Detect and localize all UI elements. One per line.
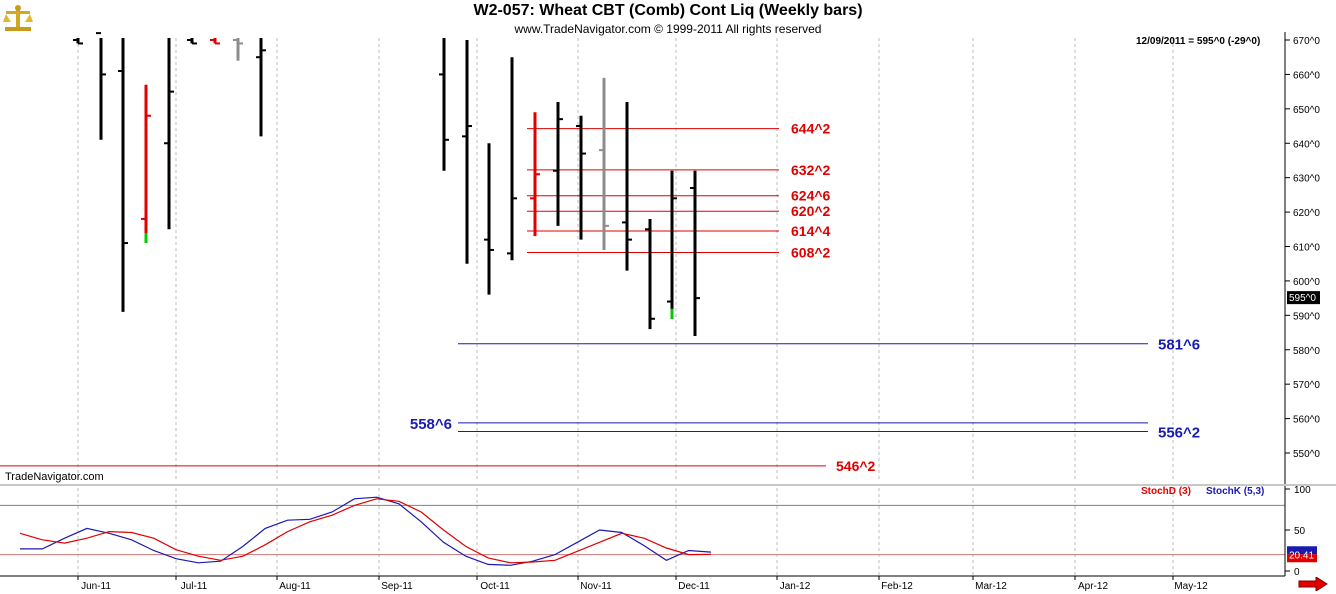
chart-title: W2-057: Wheat CBT (Comb) Cont Liq (Weekl… [473, 2, 863, 19]
stoch-d-line [19, 498, 712, 564]
ohlc-bar [645, 218, 655, 330]
ohlc-bar [256, 38, 266, 137]
ohlc-bar [210, 38, 220, 45]
ohlc-bar [164, 38, 174, 230]
y-tick-label: 660^0 [1293, 70, 1320, 81]
watermark: TradeNavigator.com [5, 471, 104, 483]
support-label: 581^6 [1158, 337, 1200, 354]
ohlc-bar [462, 40, 472, 264]
ohlc-bar [599, 77, 609, 250]
resistance-label: 632^2 [791, 162, 831, 178]
x-tick-label: Apr-12 [1078, 581, 1108, 592]
stoch-last-box-bottom [1287, 554, 1317, 563]
chart-subtitle: www.TradeNavigator.com © 1999-2011 All r… [514, 22, 822, 36]
last-price-label: 595^0 [1289, 293, 1316, 304]
x-tick-label: Dec-11 [678, 581, 710, 592]
y-tick-label: 550^0 [1293, 449, 1320, 460]
ohlc-bar [96, 32, 106, 140]
ohlc-bar [576, 115, 586, 240]
y-tick-label: 630^0 [1293, 174, 1320, 185]
ohlc-bar [233, 38, 243, 61]
ohlc-bar [141, 84, 151, 244]
resistance-label: 620^2 [791, 203, 831, 219]
ohlc-bar [187, 38, 197, 45]
stochastic-panel [0, 496, 1285, 566]
ohlc-bar [530, 112, 540, 237]
last-price-box [1287, 291, 1320, 305]
x-tick-label: Jun-11 [81, 581, 111, 592]
y-tick-label: 600^0 [1293, 277, 1320, 288]
resistance-label: 624^6 [791, 188, 831, 204]
resistance-label: 608^2 [791, 245, 831, 261]
axes: Jun-11 Jul-11 Aug-11 Sep-11 Oct-11 Nov-11 Dec-… [0, 32, 1336, 592]
last-bar-info: 12/09/2011 = 595^0 (-29^0) [1136, 36, 1261, 47]
ohlc-bar [507, 57, 517, 261]
stoch-y-tick-label: 100 [1294, 485, 1311, 496]
stoch-y-tick-label: 0 [1294, 567, 1300, 578]
x-tick-label: Aug-11 [279, 581, 311, 592]
y-tick-label: 620^0 [1293, 208, 1320, 219]
scales-logo-icon[interactable] [3, 3, 33, 33]
ohlc-bar [118, 38, 128, 312]
stoch-k-line [20, 496, 712, 566]
x-tick-label: Jan-12 [780, 581, 811, 592]
support-label: 558^6 [410, 416, 452, 433]
x-tick-label: Mar-12 [975, 581, 1007, 592]
ohlc-bar [484, 143, 494, 295]
resistance-label: 614^4 [791, 223, 831, 239]
y-tick-label: 590^0 [1293, 311, 1320, 322]
x-tick-label: Feb-12 [881, 581, 913, 592]
support-label: 556^2 [1158, 424, 1200, 441]
ohlc-bar [439, 38, 449, 171]
y-tick-label: 610^0 [1293, 243, 1320, 254]
x-tick-label: Sep-11 [381, 581, 413, 592]
stoch-last-box-top [1287, 546, 1317, 555]
stoch-y-tick-label: 50 [1294, 526, 1306, 537]
resistance-label: 644^2 [791, 121, 831, 137]
ohlc-bar [690, 170, 700, 336]
y-tick-label: 640^0 [1293, 139, 1320, 150]
price-bars [73, 32, 700, 336]
ohlc-bar [553, 101, 563, 226]
legend-stoch-d: StochD (3) [1141, 486, 1191, 497]
y-tick-label: 650^0 [1293, 105, 1320, 116]
y-tick-label: 580^0 [1293, 346, 1320, 357]
ohlc-bar [667, 170, 677, 319]
stoch-last-value-label: 20.41 [1289, 550, 1314, 561]
x-tick-label: Jul-11 [181, 581, 208, 592]
ohlc-bar [622, 101, 632, 271]
x-tick-label: May-12 [1174, 581, 1208, 592]
ohlc-bar [73, 38, 83, 45]
vertical-gridlines [77, 38, 1174, 576]
y-tick-label: 560^0 [1293, 415, 1320, 426]
y-tick-label: 570^0 [1293, 380, 1320, 391]
x-tick-label: Nov-11 [580, 581, 612, 592]
x-tick-label: Oct-11 [480, 581, 510, 592]
resistance-label: 546^2 [836, 458, 876, 474]
legend-stoch-k: StochK (5,3) [1206, 486, 1265, 497]
y-tick-label: 670^0 [1293, 36, 1320, 47]
scroll-right-arrow-icon[interactable] [1298, 577, 1328, 591]
